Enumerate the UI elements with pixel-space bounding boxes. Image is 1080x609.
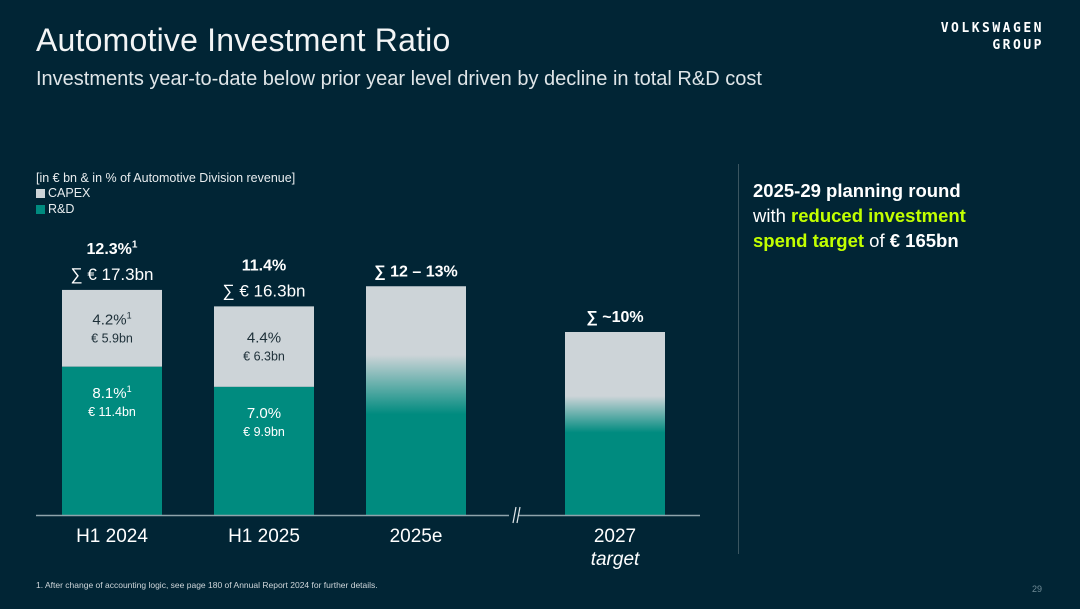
legend-item-capex: CAPEX (36, 186, 90, 200)
total-bn-label: ∑ € 16.3bn (222, 281, 305, 300)
x-tick-label: 2027 (594, 526, 636, 547)
bar-range-2025e (366, 286, 466, 515)
footnote: 1. After change of accounting logic, see… (36, 580, 378, 590)
total-pct-label: 11.4% (242, 257, 286, 274)
callout-with: with (753, 205, 792, 226)
legend-label-capex: CAPEX (48, 186, 91, 200)
capex-bn-label: € 5.9bn (91, 331, 133, 345)
capex-pct-label: 4.4% (247, 330, 281, 347)
bar-rnd-h1-2024 (62, 366, 162, 515)
capex-bn-label: € 6.3bn (243, 350, 285, 364)
rnd-bn-label: € 9.9bn (243, 425, 285, 439)
bar-capex-h1-2024 (62, 289, 162, 367)
callout-line-1: 2025-29 planning round (753, 180, 961, 201)
callout-highlight-2: spend target (753, 230, 865, 251)
rnd-pct-label: 8.1%1 (92, 384, 131, 402)
planning-callout: 2025-29 planning round with reduced inve… (753, 178, 1053, 253)
bar-range-2027 (565, 332, 665, 515)
capex-pct-label: 4.2%1 (92, 310, 131, 328)
legend-swatch-rnd (36, 204, 45, 214)
legend-item-rnd: R&D (36, 202, 74, 216)
callout-of: of (864, 230, 890, 251)
logo-line-1: VOLKSWAGEN (940, 21, 1044, 36)
callout-highlight-1: reduced investment (791, 205, 966, 226)
volkswagen-group-logo: VOLKSWAGEN GROUP (941, 20, 1044, 54)
bar-rnd-h1-2025 (214, 386, 314, 515)
logo-line-2: GROUP (992, 38, 1044, 53)
legend-label-rnd: R&D (48, 202, 75, 216)
callout-amount: € 165bn (889, 230, 959, 251)
rnd-bn-label: € 11.4bn (88, 405, 136, 419)
rnd-pct-label: 7.0% (247, 405, 281, 422)
bar-capex-h1-2025 (214, 306, 314, 387)
x-tick-label: H1 2024 (76, 526, 148, 547)
legend-swatch-capex (36, 188, 45, 198)
page-subtitle: Investments year-to-date below prior yea… (36, 68, 762, 90)
axis-break-mark (512, 506, 517, 524)
page-title: Automotive Investment Ratio (36, 22, 451, 58)
x-tick-label: 2025e (390, 526, 443, 547)
total-bn-label: ∑ € 17.3bn (70, 265, 153, 284)
total-pct-label: 12.3%1 (87, 240, 138, 258)
x-tick-label: H1 2025 (228, 526, 300, 547)
axis-break-mark (516, 506, 521, 524)
total-range-label: ∑ 12 – 13% (374, 263, 457, 280)
chart-unit-label: [in € bn & in % of Automotive Division r… (36, 171, 296, 185)
total-range-label: ∑ ~10% (586, 309, 643, 326)
page-number: 29 (1032, 584, 1043, 594)
vertical-divider (738, 164, 739, 554)
x-tick-sublabel: target (591, 549, 640, 570)
